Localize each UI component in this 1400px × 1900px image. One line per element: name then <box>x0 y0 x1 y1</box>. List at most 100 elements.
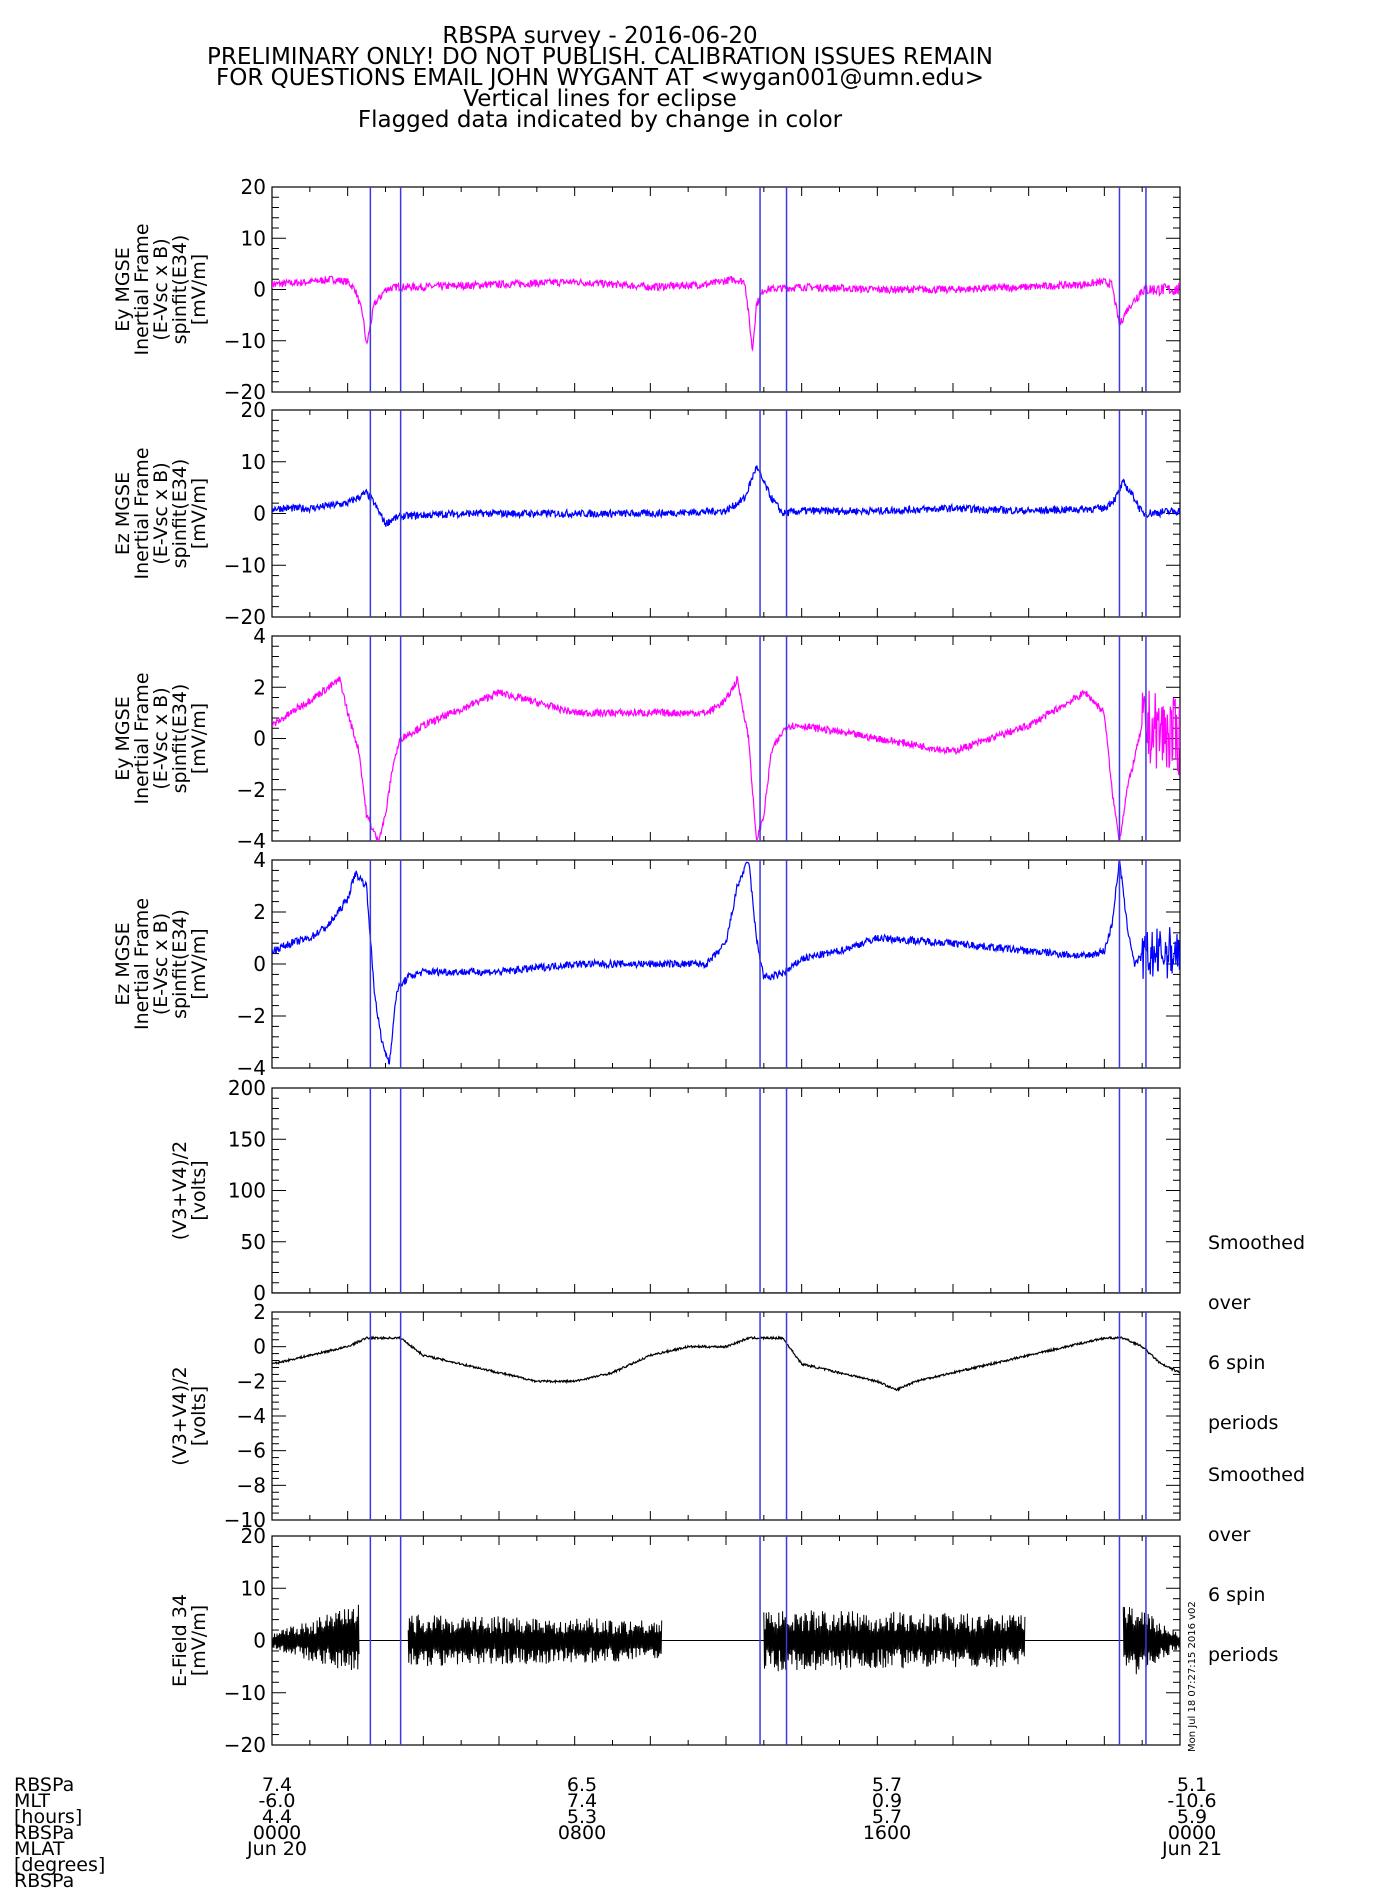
series-line <box>272 860 1180 1065</box>
y-tick-label: 10 <box>241 226 266 250</box>
y-tick-label: 20 <box>241 398 266 422</box>
panel-frame <box>271 1087 1181 1294</box>
smoothing-note-panel5: Smoothed over 6 spin periods <box>1208 1232 1306 1434</box>
panel-6: 2 0 −2 −4 −6 −8 −10 (V3+V4)/2[volts] <box>169 1300 1181 1532</box>
title-line-1: RBSPA survey - 2016-06-20 <box>442 23 758 49</box>
ephemeris-column-0: 7.4 -6.0 4.4 0000 Jun 20 <box>247 1774 307 1860</box>
panel-5: 200 150 100 50 0 (V3+V4)/2[volts] <box>169 1076 1181 1305</box>
title-line-4: Vertical lines for eclipse <box>463 86 737 112</box>
y-axis-label: Inertial Frame <box>131 447 153 579</box>
data-layer <box>272 1335 1180 1392</box>
panel-frame <box>271 635 1181 842</box>
efield-oscillation <box>272 1604 360 1671</box>
y-tick-label: −20 <box>224 605 266 629</box>
y-axis-label: (V3+V4)/2 <box>169 1141 191 1240</box>
panel-frame <box>271 186 1181 393</box>
y-axis-label: (E-Vsc x B) <box>150 687 172 789</box>
efield-oscillation <box>1122 1606 1180 1675</box>
y-tick-label: 2 <box>253 675 266 699</box>
y-tick-label: 10 <box>241 1576 266 1600</box>
panel-frame <box>271 859 1181 1069</box>
y-axis-label: [mV/m] <box>188 254 210 325</box>
title-line-2: PRELIMINARY ONLY! DO NOT PUBLISH. CALIBR… <box>206 44 993 70</box>
y-tick-label: −2 <box>237 778 266 802</box>
y-axis-label: E-Field 34 <box>169 1594 191 1687</box>
y-tick-label: 200 <box>228 1076 266 1100</box>
y-tick-label: 0 <box>253 727 266 751</box>
y-tick-label: 50 <box>241 1230 266 1254</box>
y-axis-label: [mV/m] <box>188 928 210 999</box>
title-line-5: Flagged data indicated by change in colo… <box>357 107 843 133</box>
data-layer <box>272 860 1180 1065</box>
y-tick-label: 0 <box>253 1281 266 1305</box>
ephemeris-row-labels: RBSPa MLT [hours] RBSPa MLAT [degrees] R… <box>14 1774 106 1892</box>
y-tick-label: 4 <box>253 624 266 648</box>
y-tick-label: −20 <box>224 380 266 404</box>
figure-title-block: RBSPA survey - 2016-06-20 PRELIMINARY ON… <box>0 23 1200 133</box>
y-axis-label: (E-Vsc x B) <box>150 238 172 340</box>
y-axis-label: Inertial Frame <box>131 672 153 804</box>
y-tick-label: 0 <box>253 502 266 526</box>
data-layer <box>272 465 1180 527</box>
y-axis-label: spinfit(E34) <box>169 909 191 1019</box>
y-axis-label: spinfit(E34) <box>169 684 191 794</box>
data-layer <box>272 675 1180 841</box>
smoothing-note-panel6: Smoothed over 6 spin periods <box>1208 1464 1306 1666</box>
y-tick-label: −6 <box>237 1439 266 1463</box>
y-tick-label: 4 <box>253 848 266 872</box>
y-axis-label: (E-Vsc x B) <box>150 462 172 564</box>
series-line <box>272 675 1180 841</box>
y-axis-label: Ez MGSE <box>112 472 134 555</box>
title-line-3: FOR QUESTIONS EMAIL JOHN WYGANT AT <wyga… <box>215 65 985 91</box>
y-axis-label: Ez MGSE <box>112 922 134 1005</box>
y-tick-label: 0 <box>253 278 266 302</box>
y-axis-label: spinfit(E34) <box>169 235 191 345</box>
y-tick-label: 150 <box>228 1127 266 1151</box>
y-tick-label: 10 <box>241 450 266 474</box>
y-axis-label: (E-Vsc x B) <box>150 913 172 1015</box>
timestamp-stamp: Mon Jul 18 07:27:15 2016 v02 <box>1187 1601 1198 1752</box>
y-tick-label: −10 <box>224 329 266 353</box>
y-tick-label: −4 <box>237 1056 266 1080</box>
y-axis-label: (V3+V4)/2 <box>169 1366 191 1465</box>
y-axis-label: [mV/m] <box>188 1605 210 1676</box>
y-tick-label: 100 <box>228 1179 266 1203</box>
efield-oscillation <box>763 1610 1026 1672</box>
y-axis-label: spinfit(E34) <box>169 459 191 569</box>
y-axis-label: [mV/m] <box>188 703 210 774</box>
y-tick-label: −10 <box>224 553 266 577</box>
y-tick-label: 20 <box>241 175 266 199</box>
data-layer <box>272 1604 1180 1675</box>
y-tick-label: 0 <box>253 952 266 976</box>
y-tick-label: −10 <box>224 1508 266 1532</box>
y-tick-label: 0 <box>253 1335 266 1359</box>
data-layer <box>272 275 1180 352</box>
ephemeris-column-1: 6.5 7.4 5.3 0800 <box>557 1774 607 1844</box>
y-axis-label: [volts] <box>188 1386 210 1446</box>
ephemeris-column-2: 5.7 0.9 5.7 1600 <box>862 1774 912 1844</box>
y-tick-label: 2 <box>253 1300 266 1324</box>
y-axis-label: Ey MGSE <box>112 247 134 331</box>
y-axis-label: Ey MGSE <box>112 696 134 780</box>
y-tick-label: −4 <box>237 829 266 853</box>
y-tick-label: −20 <box>224 1733 266 1757</box>
y-tick-label: −10 <box>224 1681 266 1705</box>
panel-7: 20 10 0 −10 −20 E-Field 34[mV/m] <box>169 1524 1181 1757</box>
y-axis-label: Inertial Frame <box>131 223 153 355</box>
y-tick-label: 0 <box>253 1629 266 1653</box>
y-tick-label: −4 <box>237 1404 266 1428</box>
series-line <box>272 275 1180 352</box>
series-line <box>272 1335 1180 1392</box>
efield-oscillation <box>407 1614 663 1667</box>
y-axis-label: [volts] <box>188 1160 210 1220</box>
series-line <box>272 465 1180 527</box>
ephemeris-column-3: 5.1 -10.6 5.9 0000 Jun 21 <box>1162 1774 1222 1860</box>
y-tick-label: −2 <box>237 1369 266 1393</box>
y-axis-label: [mV/m] <box>188 478 210 549</box>
y-tick-label: −2 <box>237 1004 266 1028</box>
y-axis-label: Inertial Frame <box>131 898 153 1030</box>
